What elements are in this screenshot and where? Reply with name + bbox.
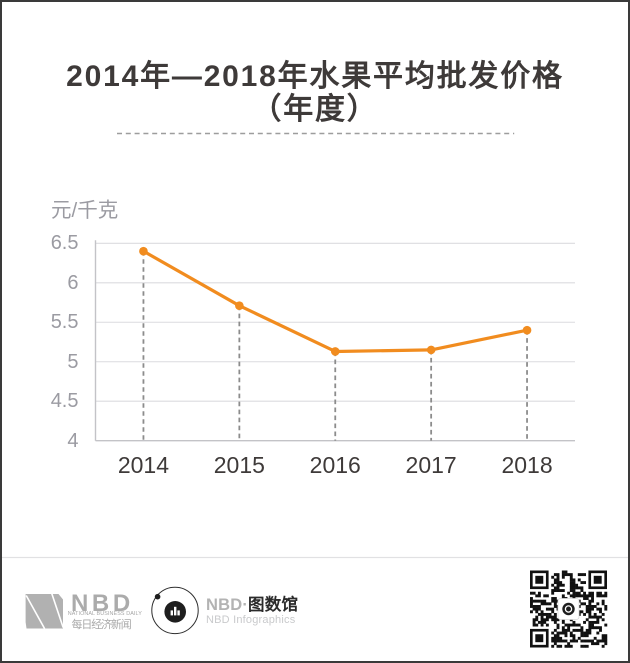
data-point-markers — [139, 246, 532, 356]
data-point-marker — [330, 347, 340, 356]
y-axis-unit-label: 元/千克 — [51, 199, 119, 222]
y-tick-label: 4 — [67, 429, 79, 452]
data-point-marker — [426, 345, 436, 355]
y-tick-label: 6.5 — [50, 232, 79, 255]
nbd-n-logo-icon — [25, 593, 64, 629]
x-tick-label: 2016 — [309, 452, 361, 478]
infographics-logo-title: NBD·图数馆 — [206, 595, 299, 614]
infographics-name: 图数馆 — [248, 595, 299, 614]
x-tick-label: 2017 — [405, 452, 457, 478]
x-tick-label: 2014 — [117, 452, 170, 478]
data-point-marker — [235, 301, 244, 310]
nbd-wordmark: NBD — [71, 589, 134, 617]
y-tick-label: 5 — [67, 350, 79, 373]
nbd-chinese-name: 每日经济新闻 — [71, 618, 132, 631]
qr-code-icon — [530, 570, 608, 648]
data-point-marker — [522, 325, 532, 335]
drop-lines — [142, 251, 528, 441]
x-tick-label: 2015 — [213, 452, 265, 478]
y-tick-label: 5.5 — [50, 311, 79, 334]
y-tick-label: 6 — [67, 271, 79, 294]
infographics-subtitle: NBD Infographics — [206, 613, 296, 626]
nbd-subtitle: NATIONAL BUSINESS DAILY — [67, 610, 142, 617]
orbit-planet-icon — [151, 586, 199, 635]
data-point-marker — [139, 246, 148, 256]
page-title-line2: （年度） — [251, 92, 379, 126]
y-tick-label: 4.5 — [50, 390, 79, 413]
x-tick-label: 2018 — [501, 452, 553, 478]
page-title-line1: 2014年—2018年水果平均批发价格 — [66, 60, 564, 93]
infographics-prefix: NBD· — [206, 595, 249, 614]
